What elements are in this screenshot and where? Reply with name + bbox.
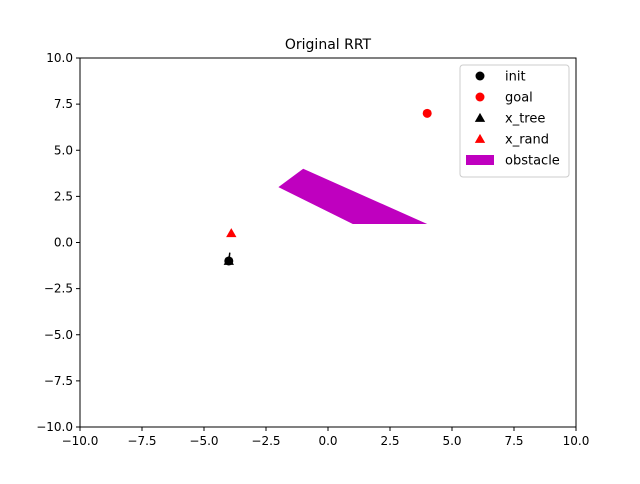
point-x-tree bbox=[223, 255, 234, 265]
y-tick-label: −10.0 bbox=[36, 420, 73, 434]
legend-marker-goal bbox=[475, 92, 485, 102]
x-tick-label: 5.0 bbox=[442, 434, 461, 448]
obstacle-polygon bbox=[278, 168, 428, 225]
legend-label-x-rand: x_rand bbox=[505, 133, 549, 148]
legend-label-init: init bbox=[505, 70, 526, 85]
legend-label-x-tree: x_tree bbox=[505, 112, 545, 127]
legend: init goal x_tree x_rand obstacle bbox=[459, 64, 570, 178]
point-goal bbox=[422, 108, 432, 118]
y-axis-ticks: −10.0 −7.5 −5.0 −2.5 0.0 2.5 5.0 7.5 10.0 bbox=[36, 51, 80, 434]
y-tick-label: 7.5 bbox=[54, 97, 73, 111]
legend-marker-x-tree bbox=[474, 112, 486, 122]
point-x-rand bbox=[226, 228, 237, 238]
obstacle-layer bbox=[278, 168, 428, 225]
x-tick-label: −10.0 bbox=[62, 434, 99, 448]
legend-marker-obstacle bbox=[466, 155, 494, 165]
x-tick-label: 7.5 bbox=[504, 434, 523, 448]
legend-box bbox=[459, 64, 570, 178]
data-point-layer bbox=[223, 108, 432, 266]
x-tick-label: −5.0 bbox=[189, 434, 218, 448]
y-tick-label: 10.0 bbox=[46, 51, 73, 65]
x-tick-label: 0.0 bbox=[318, 434, 337, 448]
chart-title: Original RRT bbox=[285, 37, 372, 53]
x-tick-label: 10.0 bbox=[563, 434, 590, 448]
x-axis-ticks: −10.0 −7.5 −5.0 −2.5 0.0 2.5 5.0 7.5 10.0 bbox=[62, 427, 590, 448]
x-tick-label: 2.5 bbox=[380, 434, 399, 448]
legend-marker-x-rand bbox=[474, 133, 486, 143]
y-tick-label: 2.5 bbox=[54, 189, 73, 203]
y-tick-label: 0.0 bbox=[54, 236, 73, 250]
y-tick-label: −7.5 bbox=[44, 374, 73, 388]
y-tick-label: 5.0 bbox=[54, 143, 73, 157]
legend-label-obstacle: obstacle bbox=[505, 154, 560, 169]
y-tick-label: −5.0 bbox=[44, 328, 73, 342]
legend-marker-init bbox=[475, 71, 485, 81]
y-tick-label: −2.5 bbox=[44, 282, 73, 296]
x-tick-label: −2.5 bbox=[251, 434, 280, 448]
legend-label-goal: goal bbox=[505, 91, 533, 106]
x-tick-label: −7.5 bbox=[127, 434, 156, 448]
